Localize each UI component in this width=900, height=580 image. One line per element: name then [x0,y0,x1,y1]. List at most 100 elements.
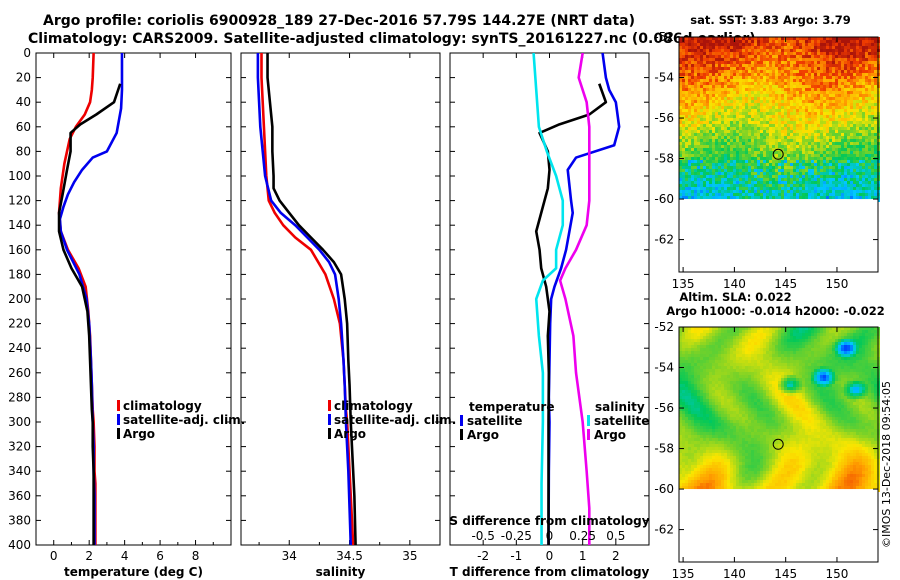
heatmap-cell [808,345,811,348]
heatmap-cell [721,187,724,190]
heatmap-cell [829,55,832,58]
heatmap-cell [754,58,757,61]
heatmap-cell [736,118,739,121]
heatmap-cell [868,88,871,91]
heatmap-cell [808,85,811,88]
heatmap-cell [682,333,685,336]
heatmap-cell [802,339,805,342]
heatmap-cell [859,193,862,196]
heatmap-cell [811,151,814,154]
heatmap-cell [688,142,691,145]
heatmap-cell [832,345,835,348]
heatmap-cell [703,88,706,91]
heatmap-cell [814,175,817,178]
heatmap-cell [814,348,817,351]
heatmap-cell [724,154,727,157]
heatmap-cell [766,157,769,160]
heatmap-cell [823,136,826,139]
heatmap-cell [709,97,712,100]
heatmap-cell [754,118,757,121]
heatmap-cell [871,151,874,154]
heatmap-cell [868,103,871,106]
heatmap-cell [808,49,811,52]
heatmap-cell [796,363,799,366]
heatmap-cell [760,357,763,360]
heatmap-cell [742,70,745,73]
heatmap-cell [679,64,682,67]
heatmap-cell [736,342,739,345]
heatmap-cell [814,52,817,55]
heatmap-cell [790,151,793,154]
heatmap-cell [766,330,769,333]
heatmap-cell [868,357,871,360]
heatmap-cell [712,190,715,193]
heatmap-cell [823,178,826,181]
heatmap-cell [823,157,826,160]
heatmap-cell [814,97,817,100]
heatmap-cell [748,43,751,46]
heatmap-cell [796,43,799,46]
heatmap-cell [733,151,736,154]
heatmap-cell [694,136,697,139]
heatmap-cell [835,345,838,348]
heatmap-cell [859,130,862,133]
heatmap-cell [787,79,790,82]
heatmap-cell [688,339,691,342]
heatmap-cell [700,64,703,67]
heatmap-cell [814,369,817,372]
heatmap-cell [709,100,712,103]
heatmap-cell [730,70,733,73]
heatmap-cell [838,363,841,366]
heatmap-cell [832,67,835,70]
heatmap-cell [802,363,805,366]
heatmap-cell [766,148,769,151]
heatmap-cell [775,163,778,166]
heatmap-cell [802,351,805,354]
heatmap-cell [787,369,790,372]
heatmap-cell [832,97,835,100]
heatmap-cell [754,136,757,139]
heatmap-cell [712,43,715,46]
heatmap-cell [793,196,796,199]
heatmap-cell [769,366,772,369]
heatmap-cell [814,196,817,199]
heatmap-cell [697,70,700,73]
heatmap-cell [856,190,859,193]
heatmap-cell [772,64,775,67]
heatmap-cell [805,115,808,118]
heatmap-cell [739,348,742,351]
heatmap-cell [685,190,688,193]
heatmap-cell [730,339,733,342]
heatmap-cell [688,133,691,136]
heatmap-cell [724,55,727,58]
salinity-series-group [256,53,357,545]
heatmap-cell [856,166,859,169]
heatmap-cell [790,187,793,190]
figure-title-line1: Argo profile: coriolis 6900928_189 27-De… [43,13,635,29]
heatmap-cell [772,52,775,55]
heatmap-cell [826,154,829,157]
heatmap-cell [784,91,787,94]
heatmap-cell [778,37,781,40]
heatmap-cell [823,139,826,142]
heatmap-cell [712,76,715,79]
heatmap-cell [868,160,871,163]
heatmap-cell [691,351,694,354]
heatmap-cell [841,181,844,184]
heatmap-cell [697,348,700,351]
heatmap-cell [862,121,865,124]
heatmap-cell [718,369,721,372]
heatmap-cell [832,330,835,333]
heatmap-cell [835,124,838,127]
heatmap-cell [757,163,760,166]
heatmap-cell [850,121,853,124]
heatmap-cell [793,94,796,97]
heatmap-cell [721,154,724,157]
heatmap-cell [850,43,853,46]
heatmap-cell [862,61,865,64]
heatmap-cell [769,82,772,85]
heatmap-cell [796,82,799,85]
heatmap-cell [835,100,838,103]
heatmap-cell [679,124,682,127]
heatmap-cell [775,333,778,336]
